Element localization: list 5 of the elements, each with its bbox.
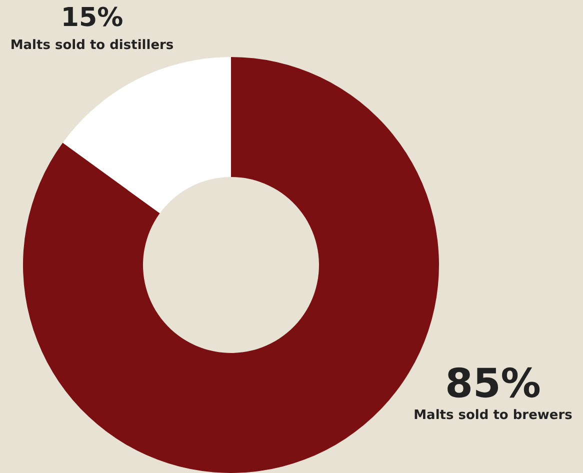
data-label: 85% [445,361,541,407]
data-label: 15% [60,3,124,33]
slice-label: Malts sold to distillers [10,38,174,53]
slice-label: Malts sold to brewers [414,408,573,423]
donut-slice [62,57,231,214]
